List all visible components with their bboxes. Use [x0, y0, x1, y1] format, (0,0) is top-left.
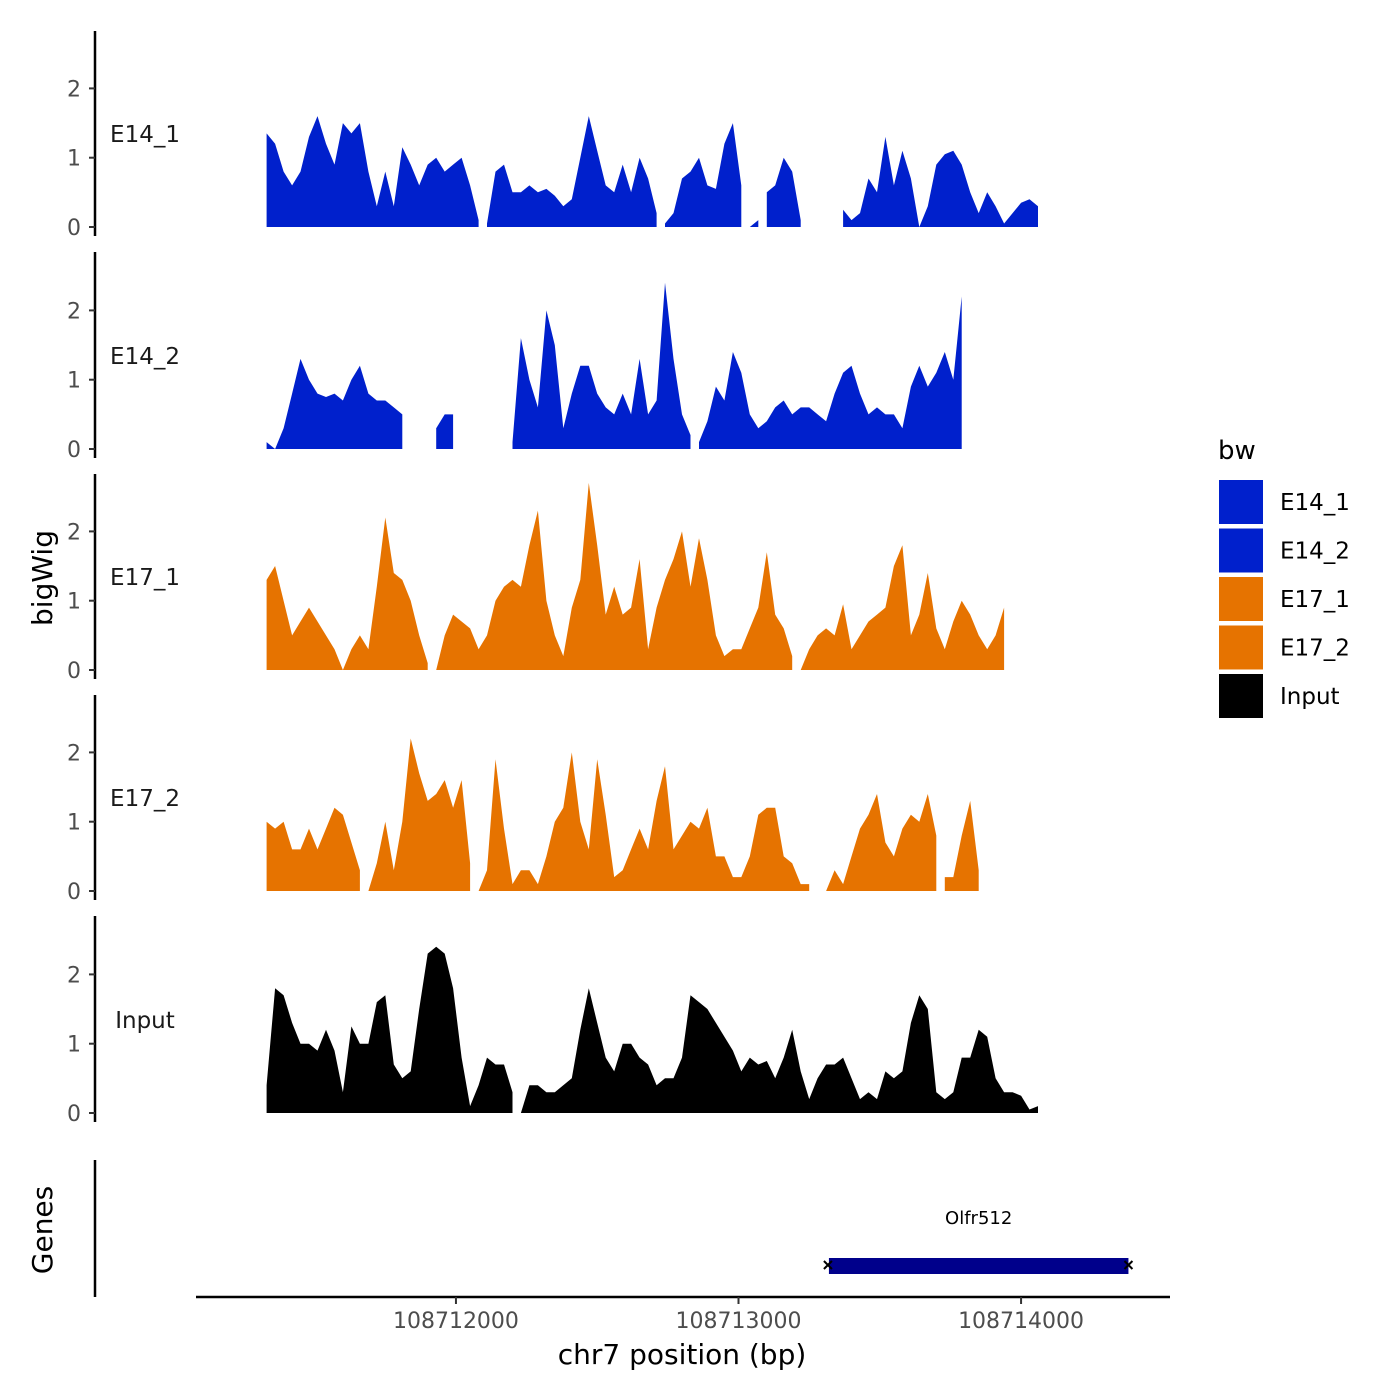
legend-item: E14_2: [1219, 528, 1350, 573]
x-tick-label: 108714000: [958, 1309, 1084, 1334]
signal-area: [266, 116, 479, 227]
legend-swatch: [1219, 577, 1263, 621]
y-tick-label: 0: [67, 659, 81, 684]
signal-area: [368, 738, 471, 891]
track-e17-1: 0 1 2 E17_1: [67, 474, 1005, 684]
x-axis: 108712000 108713000 108714000: [196, 1295, 1170, 1334]
signal-area: [487, 116, 657, 227]
legend-swatch: [1219, 480, 1263, 524]
y-tick-label: 0: [67, 880, 81, 905]
signal-area: [436, 482, 793, 670]
gene-body: [828, 1258, 1129, 1274]
legend-label: E17_2: [1280, 636, 1350, 662]
signal-area: [478, 752, 810, 891]
signal-area: [749, 220, 759, 227]
track-e17-2: 0 1 2 E17_2: [67, 695, 979, 905]
signal-area: [699, 296, 962, 449]
track-label: E14_1: [110, 122, 180, 148]
track-e14-1: 0 1 2 E14_1: [67, 31, 1038, 241]
gene-label: Olfr512: [945, 1208, 1012, 1229]
signal-tracks: 0 1 2 E14_1 0 1 2 E14_2 0 1 2 E17_1 0 1 2 E17_2 0 1 2 Input: [67, 31, 1038, 1127]
y-tick-label: 1: [67, 147, 81, 172]
track-input: 0 1 2 Input: [67, 916, 1038, 1127]
y-tick-label: 0: [67, 216, 81, 241]
gene-track: Olfr512: [93, 1160, 1134, 1297]
y-tick-label: 2: [67, 963, 81, 988]
track-label: E17_2: [110, 786, 180, 812]
legend-item: E17_2: [1219, 625, 1350, 670]
legend-label: E14_1: [1280, 490, 1350, 516]
y-tick-label: 1: [67, 590, 81, 615]
signal-area: [800, 545, 1005, 670]
signal-area: [512, 282, 691, 449]
signal-area: [665, 123, 742, 227]
signal-area: [436, 414, 454, 449]
y-tick-label: 0: [67, 438, 81, 463]
signal-area: [826, 794, 937, 891]
y-tick-label: 1: [67, 811, 81, 836]
legend-item: E17_1: [1219, 577, 1350, 621]
y-tick-label: 2: [67, 77, 81, 102]
y-tick-label: 1: [67, 369, 81, 394]
signal-area: [520, 988, 1038, 1113]
track-label: E14_2: [110, 344, 180, 370]
signal-area: [766, 157, 801, 227]
legend-item: E14_1: [1219, 480, 1350, 524]
y-tick-label: 0: [67, 1102, 81, 1127]
signal-area: [843, 136, 1038, 227]
y-tick-label: 2: [67, 299, 81, 324]
legend-swatch: [1219, 528, 1263, 573]
genes-track-title: Genes: [26, 1186, 59, 1274]
y-tick-label: 2: [67, 520, 81, 545]
signal-area: [944, 800, 979, 891]
x-tick-label: 108712000: [393, 1309, 519, 1334]
legend-title: bw: [1218, 436, 1256, 466]
gene-start-mark: [823, 1260, 833, 1270]
legend-label: E14_2: [1280, 539, 1350, 565]
track-e14-2: 0 1 2 E14_2: [67, 252, 962, 463]
legend-label: Input: [1280, 684, 1340, 710]
y-axis-title: bigWig: [26, 530, 59, 626]
signal-area: [266, 807, 360, 891]
track-label: Input: [115, 1008, 175, 1034]
x-tick-label: 108713000: [676, 1309, 802, 1334]
y-tick-label: 2: [67, 741, 81, 766]
legend-swatch: [1219, 625, 1263, 670]
signal-area: [266, 946, 513, 1113]
x-axis-title: chr7 position (bp): [558, 1338, 807, 1371]
track-label: E17_1: [110, 565, 180, 591]
legend-label: E17_1: [1280, 587, 1350, 613]
legend-swatch: [1219, 674, 1263, 718]
gene-end-mark: [1123, 1260, 1134, 1270]
signal-area: [266, 517, 428, 670]
signal-area: [266, 358, 403, 449]
legend-item: Input: [1219, 674, 1340, 718]
y-tick-label: 1: [67, 1033, 81, 1058]
legend: bw E14_1 E14_2 E17_1 E17_2 Input: [1218, 436, 1350, 718]
